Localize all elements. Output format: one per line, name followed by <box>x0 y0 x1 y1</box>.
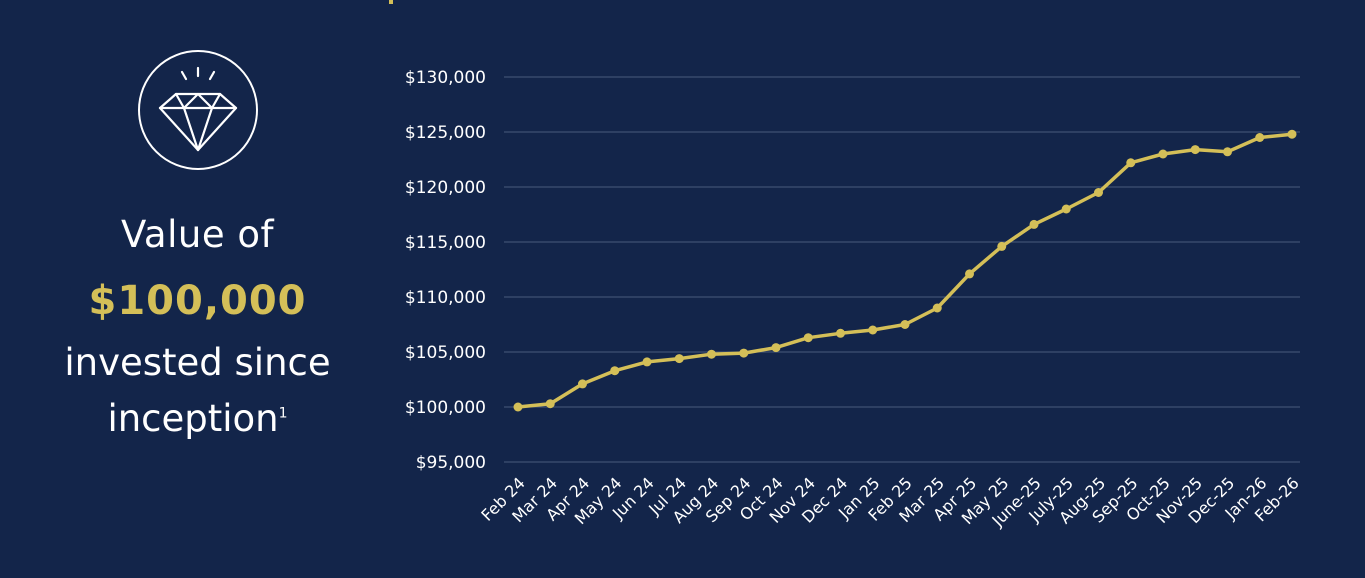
top-accent-mark <box>389 0 393 4</box>
data-point <box>1287 129 1297 139</box>
data-point <box>1094 188 1103 197</box>
data-point <box>900 320 910 329</box>
data-point <box>642 357 652 367</box>
headline-line-1: Value of <box>120 213 275 256</box>
headline: Value of $100,000 invested since incepti… <box>40 212 355 442</box>
y-tick-label: $95,000 <box>416 453 486 473</box>
data-point <box>868 325 878 335</box>
data-point <box>1158 149 1168 159</box>
footnote-marker: 1 <box>278 405 288 422</box>
y-tick-label: $105,000 <box>405 343 486 363</box>
data-point <box>965 269 974 279</box>
data-point <box>610 366 620 376</box>
data-point <box>836 328 845 338</box>
value-line-chart: $95,000 $100,000 $105,000 $110,000 $115,000 $… <box>380 30 1320 570</box>
gridlines <box>504 76 1300 463</box>
headline-line-3-text: inception <box>107 397 279 440</box>
summary-panel: Value of $100,000 invested since incepti… <box>40 50 355 442</box>
data-point <box>1029 219 1039 229</box>
y-tick-label: $120,000 <box>405 178 486 198</box>
y-tick-label: $110,000 <box>405 288 486 308</box>
data-point <box>1061 204 1071 214</box>
data-point <box>578 379 587 389</box>
y-tick-label: $115,000 <box>405 233 486 253</box>
data-point <box>545 399 555 409</box>
headline-amount: $100,000 <box>88 278 307 324</box>
headline-line-2: invested since <box>64 341 331 384</box>
y-axis-ticks: $95,000 $100,000 $105,000 $110,000 $115,000 $… <box>405 68 486 473</box>
data-point <box>513 402 523 412</box>
data-point <box>997 241 1007 251</box>
data-point <box>1223 147 1232 157</box>
y-tick-label: $125,000 <box>405 123 486 143</box>
data-point <box>1126 158 1136 168</box>
diamond-icon <box>137 50 258 170</box>
data-point <box>1190 145 1200 155</box>
series-points <box>513 129 1297 412</box>
chart-canvas: $95,000 $100,000 $105,000 $110,000 $115,000 $… <box>405 68 1303 531</box>
data-point <box>1255 133 1265 142</box>
data-point <box>771 343 781 353</box>
headline-line-3: inception1 <box>40 396 355 442</box>
y-tick-label: $130,000 <box>405 68 486 88</box>
data-point <box>932 303 942 313</box>
series-line <box>517 132 1293 409</box>
data-point <box>707 349 716 359</box>
y-tick-label: $100,000 <box>405 398 486 418</box>
data-point <box>674 354 684 364</box>
data-point <box>739 348 749 358</box>
data-point <box>803 333 813 343</box>
